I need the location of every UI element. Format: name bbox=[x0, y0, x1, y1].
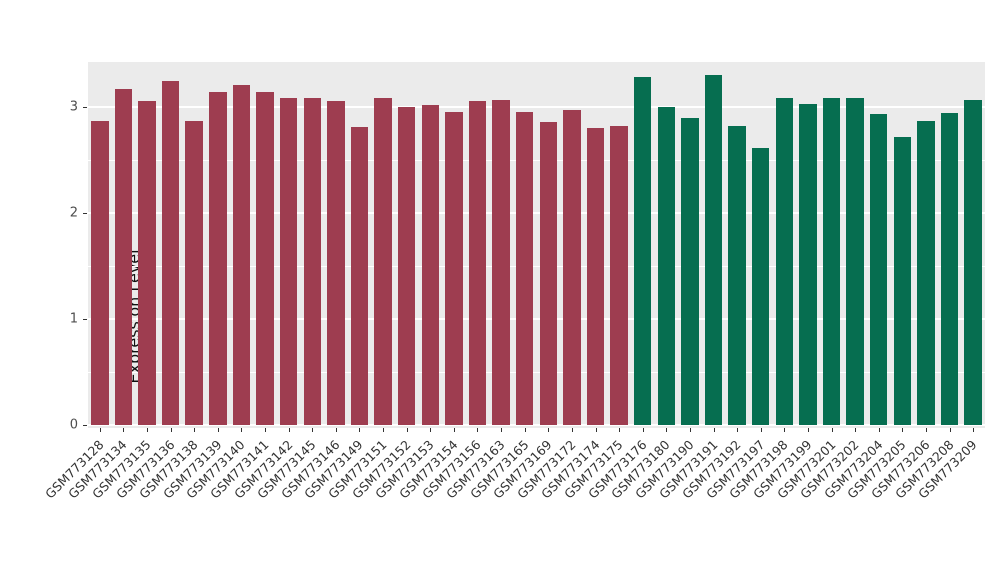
gridline-minor bbox=[88, 159, 985, 161]
x-tick-mark bbox=[335, 428, 337, 432]
x-tick-mark bbox=[265, 428, 267, 432]
bar bbox=[421, 105, 439, 425]
x-tick-mark bbox=[760, 428, 762, 432]
bar bbox=[539, 122, 558, 425]
x-tick-mark bbox=[194, 428, 196, 432]
x-tick-mark bbox=[878, 428, 880, 432]
bar bbox=[445, 111, 463, 425]
gridline-major bbox=[88, 211, 985, 214]
x-tick-mark bbox=[855, 428, 857, 432]
bar bbox=[940, 112, 959, 425]
x-tick-mark bbox=[453, 428, 455, 432]
x-tick-mark bbox=[170, 428, 172, 432]
bar bbox=[138, 101, 156, 425]
y-tick-mark bbox=[83, 106, 87, 108]
bar bbox=[870, 113, 888, 425]
gridline-major bbox=[88, 317, 985, 320]
bar bbox=[752, 147, 770, 425]
bar bbox=[468, 101, 487, 425]
x-tick-mark bbox=[359, 428, 361, 432]
bar bbox=[256, 91, 274, 425]
x-tick-mark bbox=[713, 428, 715, 432]
x-tick-mark bbox=[312, 428, 314, 432]
x-tick-mark bbox=[217, 428, 219, 432]
bar bbox=[91, 121, 109, 425]
bar bbox=[327, 101, 345, 425]
gridline-minor bbox=[88, 371, 985, 373]
y-tick-label: 0 bbox=[69, 417, 78, 433]
bar bbox=[563, 109, 581, 425]
bar bbox=[515, 111, 534, 425]
x-tick-mark bbox=[595, 428, 597, 432]
x-tick-mark bbox=[571, 428, 573, 432]
bar bbox=[397, 106, 416, 425]
bar bbox=[799, 104, 817, 425]
bar bbox=[209, 91, 227, 425]
bar bbox=[279, 98, 298, 425]
y-tick-mark bbox=[83, 424, 87, 426]
plot-panel: Expression Level bbox=[88, 62, 985, 428]
x-tick-mark bbox=[99, 428, 101, 432]
bar bbox=[114, 88, 133, 425]
x-tick-mark bbox=[123, 428, 125, 432]
bar bbox=[775, 98, 794, 425]
gridline-major bbox=[88, 105, 985, 108]
x-tick-mark bbox=[949, 428, 951, 432]
x-tick-mark bbox=[973, 428, 975, 432]
bar bbox=[846, 98, 864, 425]
x-tick-mark bbox=[288, 428, 290, 432]
y-tick-mark bbox=[83, 212, 87, 214]
x-tick-mark bbox=[548, 428, 550, 432]
bar bbox=[586, 127, 605, 425]
bar bbox=[610, 125, 628, 425]
x-tick-mark bbox=[147, 428, 148, 432]
x-tick-mark bbox=[784, 428, 786, 432]
y-tick-label: 1 bbox=[69, 311, 78, 327]
x-tick-mark bbox=[902, 428, 904, 432]
bar bbox=[704, 74, 723, 425]
bar bbox=[374, 98, 392, 425]
x-tick-mark bbox=[477, 428, 479, 432]
bar bbox=[492, 100, 510, 425]
x-tick-mark bbox=[406, 428, 408, 432]
x-tick-mark bbox=[241, 428, 243, 432]
gridline-major bbox=[88, 423, 985, 426]
y-tick-label: 3 bbox=[69, 99, 78, 115]
bar bbox=[633, 76, 652, 425]
x-tick-mark bbox=[666, 428, 668, 432]
x-tick-mark bbox=[383, 428, 385, 432]
bar bbox=[185, 121, 203, 425]
x-tick-mark bbox=[619, 428, 621, 432]
bar bbox=[232, 85, 251, 425]
x-tick-mark bbox=[524, 428, 526, 432]
x-tick-mark bbox=[689, 428, 691, 432]
bar bbox=[303, 98, 321, 425]
x-tick-mark bbox=[831, 428, 833, 432]
bar bbox=[657, 106, 676, 425]
x-tick-mark bbox=[642, 428, 644, 432]
bar bbox=[728, 125, 746, 425]
y-tick-mark bbox=[83, 318, 87, 320]
bar bbox=[822, 98, 841, 425]
bar bbox=[161, 81, 180, 425]
x-tick-mark bbox=[737, 428, 739, 432]
x-tick-mark bbox=[925, 428, 927, 432]
x-tick-mark bbox=[501, 428, 503, 432]
x-tick-mark bbox=[430, 428, 432, 432]
bar bbox=[893, 137, 912, 425]
x-tick-mark bbox=[807, 428, 809, 432]
y-tick-label: 2 bbox=[69, 205, 78, 221]
bar bbox=[681, 118, 699, 425]
bar bbox=[964, 100, 982, 425]
bar bbox=[917, 121, 935, 425]
gridline-minor bbox=[88, 265, 985, 267]
bar bbox=[350, 126, 369, 425]
